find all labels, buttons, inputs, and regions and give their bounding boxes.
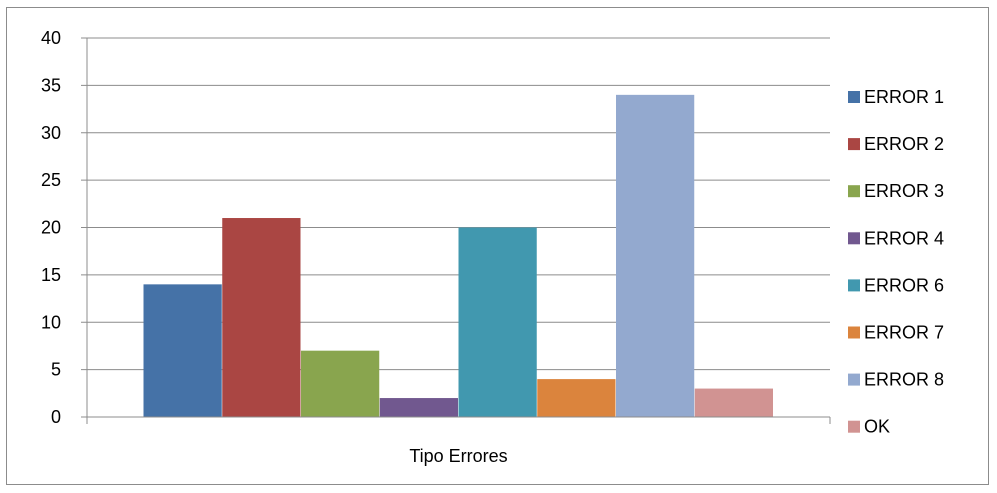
legend-swatch-ok xyxy=(848,420,860,433)
bar-ok xyxy=(694,388,773,417)
y-tick-label: 30 xyxy=(41,123,61,143)
legend-label-error-3: ERROR 3 xyxy=(864,181,944,201)
bar-error-7 xyxy=(537,379,616,417)
legend: ERROR 1 ERROR 2 ERROR 3 ERROR 4 ERROR 6 ERROR… xyxy=(848,87,944,437)
bars xyxy=(143,94,773,417)
y-tick-label: 40 xyxy=(41,28,61,48)
y-tick-label: 35 xyxy=(41,75,61,95)
axes xyxy=(81,37,831,424)
legend-swatch-error-2 xyxy=(848,138,860,151)
y-tick-label: 25 xyxy=(41,170,61,190)
y-tick-label: 0 xyxy=(51,407,61,427)
legend-label-error-6: ERROR 6 xyxy=(864,275,944,295)
legend-label-error-4: ERROR 4 xyxy=(864,228,944,248)
legend-swatch-error-1 xyxy=(848,91,860,103)
bar-error-2 xyxy=(222,218,301,417)
bar-error-4 xyxy=(379,398,458,417)
legend-label-error-8: ERROR 8 xyxy=(864,370,944,390)
y-axis-tick-labels: 0 5 10 15 20 25 30 35 40 xyxy=(41,28,61,427)
legend-swatch-error-4 xyxy=(848,232,860,245)
legend-label-ok: OK xyxy=(864,417,890,437)
legend-label-error-1: ERROR 1 xyxy=(864,87,944,107)
legend-swatch-error-8 xyxy=(848,373,860,386)
y-tick-label: 20 xyxy=(41,218,61,238)
bar-error-8 xyxy=(616,94,695,417)
bar-error-1 xyxy=(143,284,222,417)
legend-swatch-error-7 xyxy=(848,326,860,339)
y-tick-label: 5 xyxy=(51,360,61,380)
legend-swatch-error-3 xyxy=(848,185,860,198)
y-tick-label: 10 xyxy=(41,312,61,332)
legend-label-error-7: ERROR 7 xyxy=(864,323,944,343)
bar-error-3 xyxy=(301,350,380,417)
bar-error-6 xyxy=(458,227,537,417)
legend-label-error-2: ERROR 2 xyxy=(864,134,944,154)
legend-swatch-error-6 xyxy=(848,279,860,292)
x-axis-category-label: Tipo Errores xyxy=(409,446,507,466)
y-tick-label: 15 xyxy=(41,265,61,285)
